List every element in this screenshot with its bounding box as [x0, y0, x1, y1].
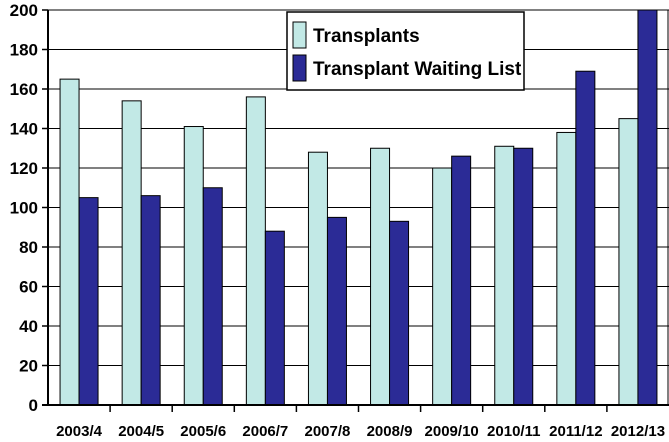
y-tick-label: 60	[19, 278, 38, 297]
y-tick-label: 40	[19, 317, 38, 336]
x-category-label: 2011/12	[549, 423, 602, 440]
y-tick-label: 80	[19, 238, 38, 257]
legend-label: Transplants	[313, 26, 420, 47]
bar-transplants	[556, 131, 577, 406]
legend: Transplants Transplant Waiting List	[286, 11, 525, 91]
bar-waiting-list	[202, 187, 223, 406]
bar-waiting-list	[575, 70, 596, 406]
bar-waiting-list	[389, 220, 410, 406]
bar-waiting-list	[264, 230, 285, 406]
x-category-label: 2003/4	[56, 423, 103, 440]
y-tick-label: 180	[10, 41, 38, 60]
y-tick-labels: 0 20 40 60 80 100 120 140 160 180 200	[10, 1, 48, 415]
bar-waiting-list	[451, 155, 472, 406]
bar-transplants	[183, 126, 204, 406]
legend-label: Transplant Waiting List	[313, 59, 522, 80]
y-tick-label: 0	[29, 396, 38, 415]
bar-waiting-list	[326, 216, 347, 406]
bar-transplants	[245, 96, 266, 406]
bar-waiting-list	[140, 195, 161, 406]
legend-swatch	[292, 21, 307, 49]
x-category-label: 2009/10	[425, 423, 479, 440]
x-category-label: 2010/11	[487, 423, 540, 440]
bar-transplants	[307, 151, 328, 406]
y-tick-label: 140	[10, 120, 38, 139]
x-category-label: 2006/7	[242, 423, 288, 440]
x-category-label: 2008/9	[367, 423, 413, 440]
x-category-label: 2004/5	[118, 423, 164, 440]
legend-swatch	[292, 54, 307, 82]
y-tick-label: 160	[10, 80, 38, 99]
bar-transplants	[494, 145, 515, 406]
x-category-labels: 2003/4 2004/5 2005/6 2006/7 2007/8 2008/9 2009…	[56, 423, 665, 440]
x-category-label: 2005/6	[180, 423, 226, 440]
bar-transplants	[370, 147, 391, 406]
x-category-label: 2007/8	[305, 423, 351, 440]
legend-box	[286, 11, 525, 91]
y-tick-label: 100	[10, 199, 38, 218]
bar-waiting-list	[78, 197, 99, 406]
y-tick-label: 120	[10, 159, 38, 178]
bar-waiting-list	[637, 9, 658, 406]
x-category-label: 2012/13	[611, 423, 665, 440]
bar-transplants	[618, 118, 639, 406]
bar-transplants	[432, 167, 453, 406]
y-tick-label: 200	[10, 1, 38, 20]
bar-transplants	[59, 78, 80, 406]
bar-waiting-list	[513, 147, 534, 406]
bar-transplants	[121, 100, 142, 406]
y-tick-label: 20	[19, 357, 38, 376]
bars	[59, 9, 658, 406]
